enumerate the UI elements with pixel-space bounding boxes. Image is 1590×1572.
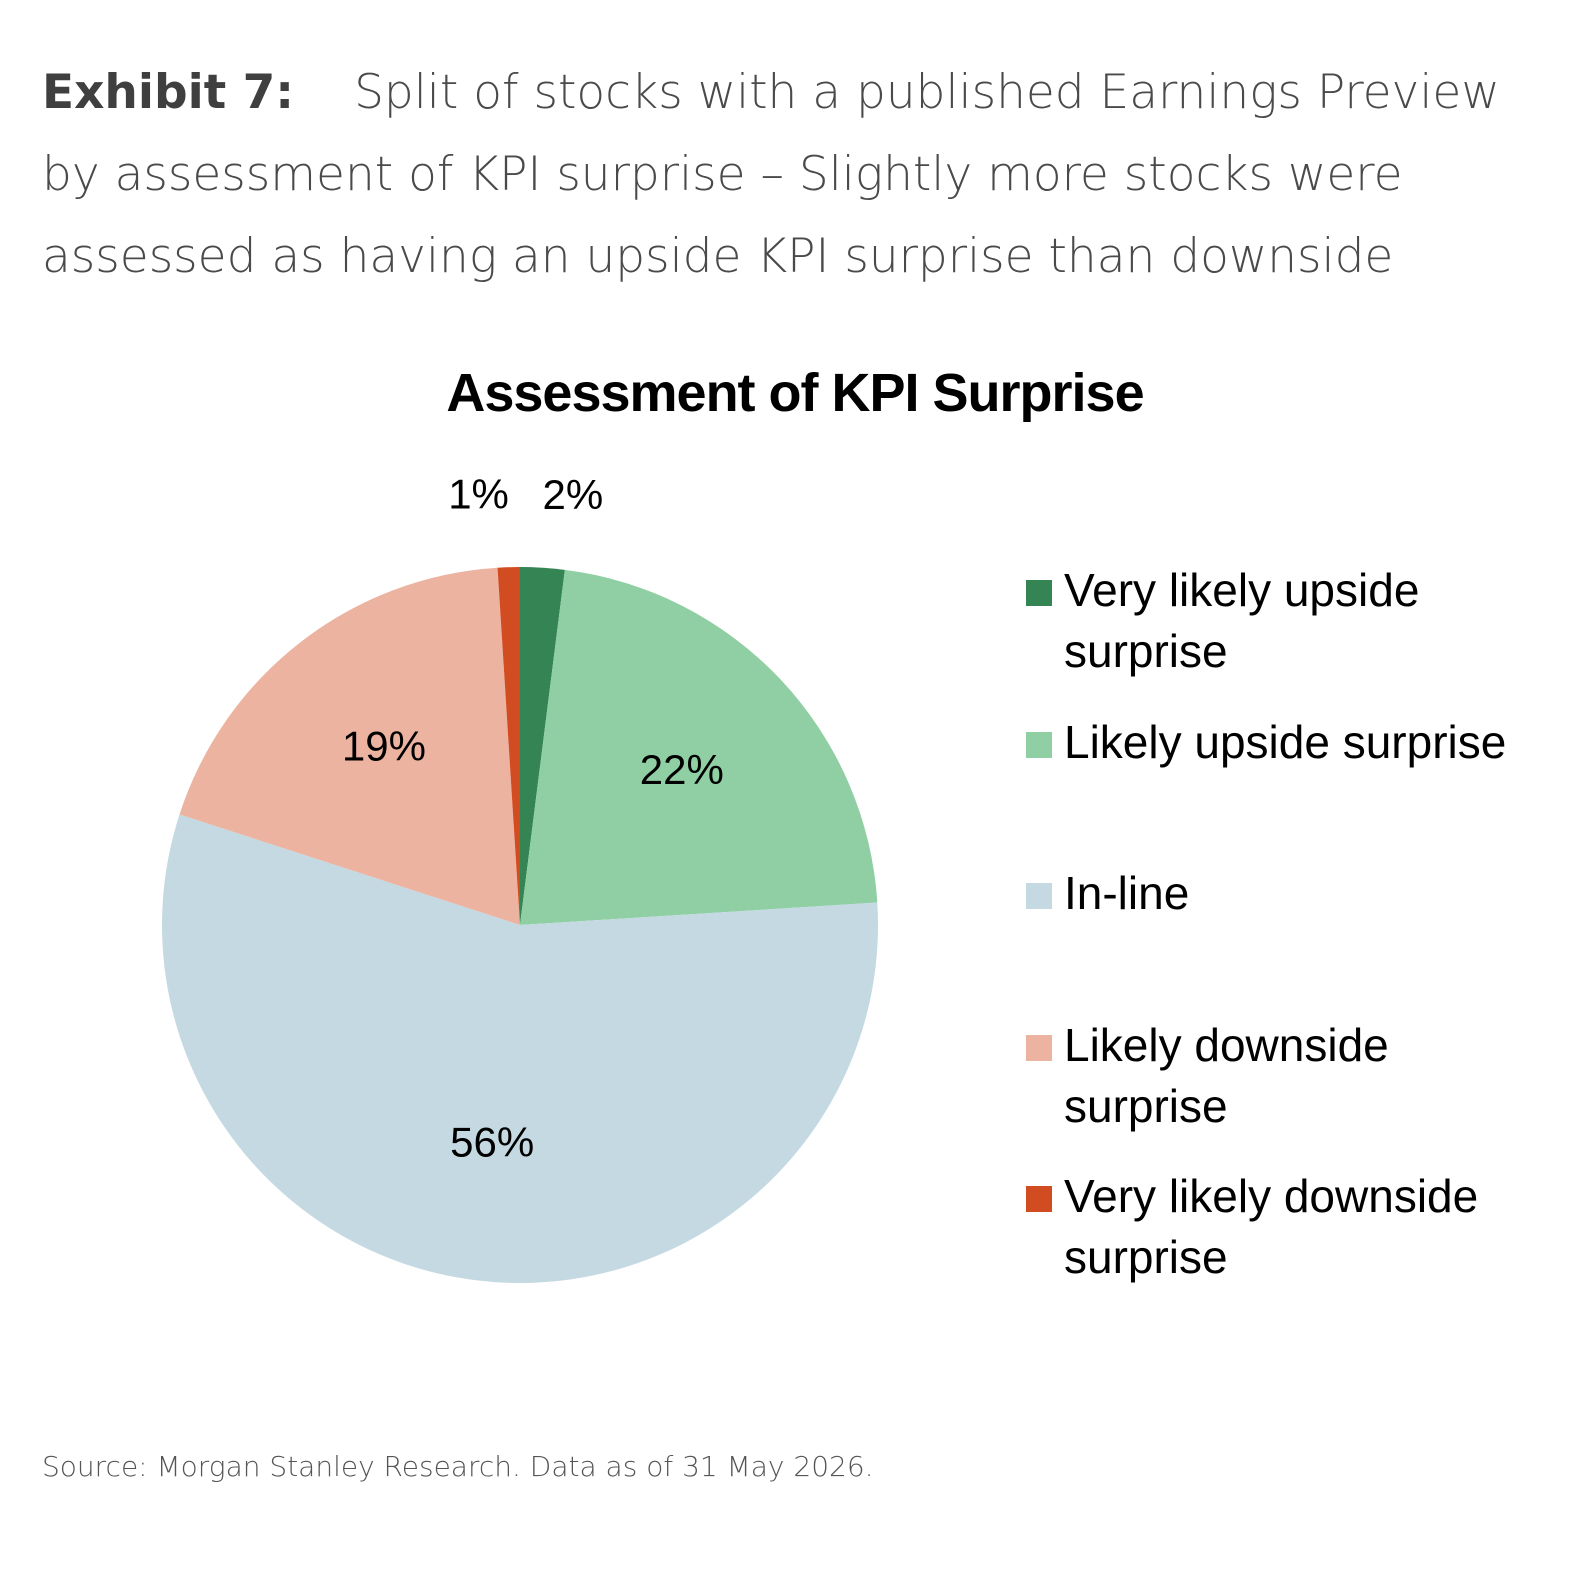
data-label-very-likely-upside: 2% — [543, 471, 604, 518]
legend-swatch — [1026, 1186, 1052, 1212]
data-label-very-likely-downside: 1% — [448, 470, 509, 517]
exhibit-title: Split of stocks with a published Earning… — [42, 65, 1500, 284]
legend-item: Very likely upside surprise — [1026, 560, 1524, 682]
pie-slice-in-line — [161, 814, 878, 1284]
legend-swatch — [1026, 732, 1052, 758]
legend-item: Very likely downside surprise — [1026, 1166, 1524, 1288]
legend-item: In-line — [1026, 863, 1524, 924]
exhibit-label: Exhibit 7: — [42, 65, 295, 120]
legend-label: Likely downside surprise — [1064, 1019, 1389, 1132]
data-label-in-line: 56% — [450, 1118, 534, 1165]
legend-label: Likely upside surprise — [1064, 716, 1507, 768]
data-label-likely-downside: 19% — [342, 723, 426, 770]
legend-label: Very likely upside surprise — [1064, 564, 1420, 677]
pie-slice-likely-downside — [179, 567, 520, 925]
legend-swatch — [1026, 580, 1052, 606]
legend-label: Very likely downside surprise — [1064, 1170, 1479, 1283]
chart-title: Assessment of KPI Surprise — [446, 363, 1144, 423]
legend-swatch — [1026, 1035, 1052, 1061]
exhibit-header: Exhibit 7: Split of stocks with a publish… — [42, 52, 1552, 298]
legend-swatch — [1026, 883, 1052, 909]
legend-label: In-line — [1064, 867, 1190, 919]
pie-chart: 2% 22% 56% 19% 1% — [161, 470, 878, 1284]
source-note: Source: Morgan Stanley Research. Data as… — [42, 1450, 874, 1483]
data-label-likely-upside: 22% — [640, 746, 724, 793]
pie-slice-likely-upside — [520, 569, 878, 925]
legend-item: Likely upside surprise — [1026, 712, 1524, 773]
pie-slice-very-likely-downside — [497, 567, 520, 925]
legend-item: Likely downside surprise — [1026, 1015, 1524, 1137]
pie-slice-very-likely-upside — [520, 567, 565, 925]
